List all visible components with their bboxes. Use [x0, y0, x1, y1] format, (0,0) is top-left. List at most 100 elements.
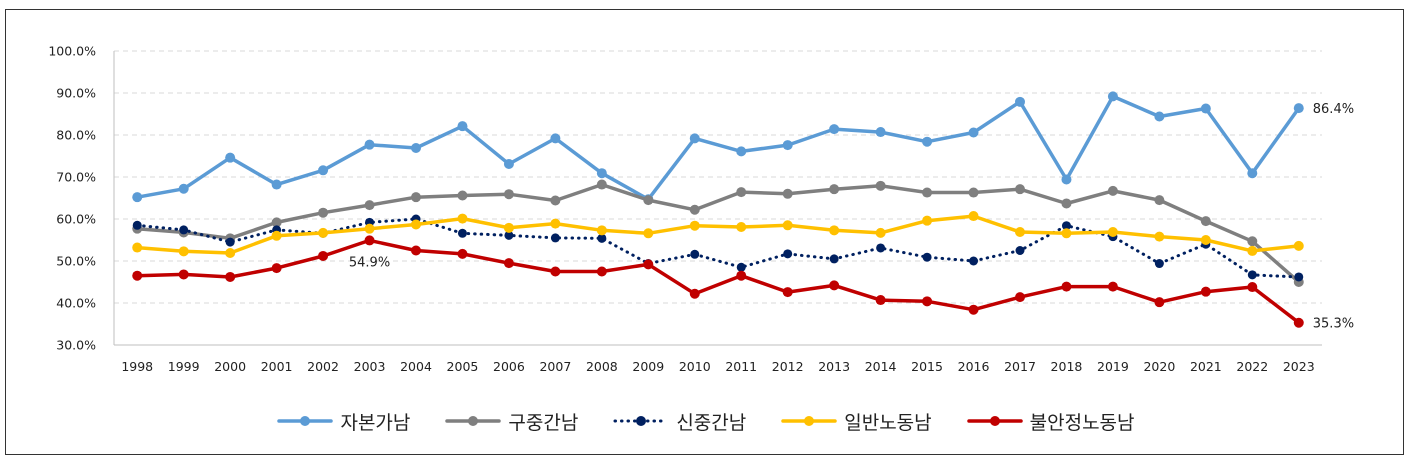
- x-tick-label: 1998: [121, 359, 153, 374]
- data-point: [782, 220, 793, 231]
- data-point: [179, 225, 189, 235]
- legend-item: 일반노동남: [780, 408, 932, 435]
- data-point: [225, 237, 235, 247]
- legend-item: 신중간남: [612, 408, 746, 435]
- data-point: [550, 266, 561, 277]
- x-tick-label: 2015: [911, 359, 943, 374]
- data-point: [1293, 317, 1304, 328]
- data-point: [736, 187, 747, 198]
- data-label: 86.4%: [1313, 102, 1354, 117]
- series-5: [132, 235, 1304, 328]
- legend-item: 불안정노동남: [966, 408, 1135, 435]
- legend-label: 구중간남: [508, 411, 579, 434]
- x-tick-label: 2011: [725, 359, 757, 374]
- data-point: [178, 269, 189, 280]
- data-point: [1154, 111, 1165, 122]
- data-point: [271, 217, 282, 228]
- data-point: [922, 187, 933, 198]
- y-tick-label: 40.0%: [56, 296, 96, 311]
- x-tick-label: 2010: [679, 359, 711, 374]
- data-point: [271, 263, 282, 274]
- data-point: [783, 249, 793, 259]
- data-point: [1247, 245, 1258, 256]
- data-point: [1015, 227, 1025, 238]
- y-tick-label: 70.0%: [56, 170, 96, 185]
- data-point: [364, 235, 375, 246]
- data-point: [1107, 227, 1118, 238]
- data-point: [503, 158, 514, 169]
- x-tick-label: 2014: [865, 359, 897, 374]
- x-tick-label: 2006: [493, 359, 525, 374]
- data-point: [968, 127, 979, 138]
- data-point: [1247, 270, 1257, 280]
- data-point: [1015, 184, 1025, 195]
- data-point: [1200, 103, 1211, 114]
- data-point: [1107, 91, 1118, 102]
- data-point: [225, 152, 236, 163]
- data-point: [1154, 195, 1165, 206]
- data-point: [596, 179, 607, 190]
- data-point: [829, 254, 839, 264]
- data-point: [922, 252, 932, 262]
- data-point: [178, 246, 189, 257]
- data-point: [318, 207, 329, 218]
- data-point: [1015, 292, 1025, 303]
- data-point: [829, 124, 840, 135]
- data-point: [1294, 272, 1304, 282]
- data-point: [457, 213, 468, 224]
- data-point: [1061, 221, 1071, 231]
- data-point: [829, 184, 840, 195]
- data-point: [457, 190, 468, 201]
- data-point: [503, 189, 514, 200]
- data-point: [876, 243, 886, 253]
- x-tick-label: 2005: [447, 359, 479, 374]
- data-point: [550, 218, 561, 229]
- y-tick-label: 30.0%: [56, 338, 96, 353]
- data-point: [1154, 231, 1165, 242]
- data-point: [736, 270, 747, 281]
- data-point: [457, 228, 467, 238]
- series-line: [135, 182, 1301, 284]
- series-line: [135, 238, 1301, 325]
- data-point: [643, 259, 654, 270]
- x-tick-label: 2022: [1236, 359, 1268, 374]
- data-point: [597, 233, 607, 243]
- data-point: [1247, 236, 1258, 247]
- data-label: 54.9%: [349, 255, 390, 270]
- y-tick-label: 90.0%: [56, 86, 96, 101]
- data-point: [457, 248, 468, 259]
- x-tick-label: 2003: [354, 359, 386, 374]
- data-point: [736, 262, 746, 272]
- data-point: [1154, 297, 1165, 308]
- data-point: [132, 270, 143, 281]
- data-point: [689, 133, 700, 144]
- data-point: [968, 187, 979, 198]
- x-tick-label: 2007: [539, 359, 571, 374]
- data-point: [318, 227, 329, 238]
- legend-item: 구중간남: [444, 408, 578, 435]
- legend-swatch: [781, 416, 837, 426]
- data-point: [1200, 216, 1211, 227]
- data-point: [318, 250, 329, 261]
- data-point: [1154, 259, 1164, 269]
- legend-swatch: [966, 416, 1023, 426]
- legend-marker: [636, 416, 647, 426]
- data-point: [550, 195, 561, 206]
- data-point: [225, 271, 236, 282]
- data-point: [643, 195, 654, 206]
- series-4: [132, 211, 1304, 259]
- data-point: [1015, 246, 1025, 255]
- data-point: [1061, 228, 1072, 239]
- legend-marker: [300, 416, 311, 426]
- data-point: [1061, 281, 1072, 292]
- y-tick-label: 80.0%: [56, 128, 96, 143]
- data-point: [550, 233, 560, 243]
- data-point: [132, 220, 142, 230]
- data-point: [643, 228, 654, 239]
- data-point: [132, 192, 143, 203]
- data-point: [782, 188, 793, 199]
- legend: 자본가남 구중간남 신중간남 일반노동남 불안정노동남: [0, 404, 1411, 438]
- y-tick-label: 100.0%: [48, 44, 96, 59]
- legend-swatch: [445, 416, 502, 426]
